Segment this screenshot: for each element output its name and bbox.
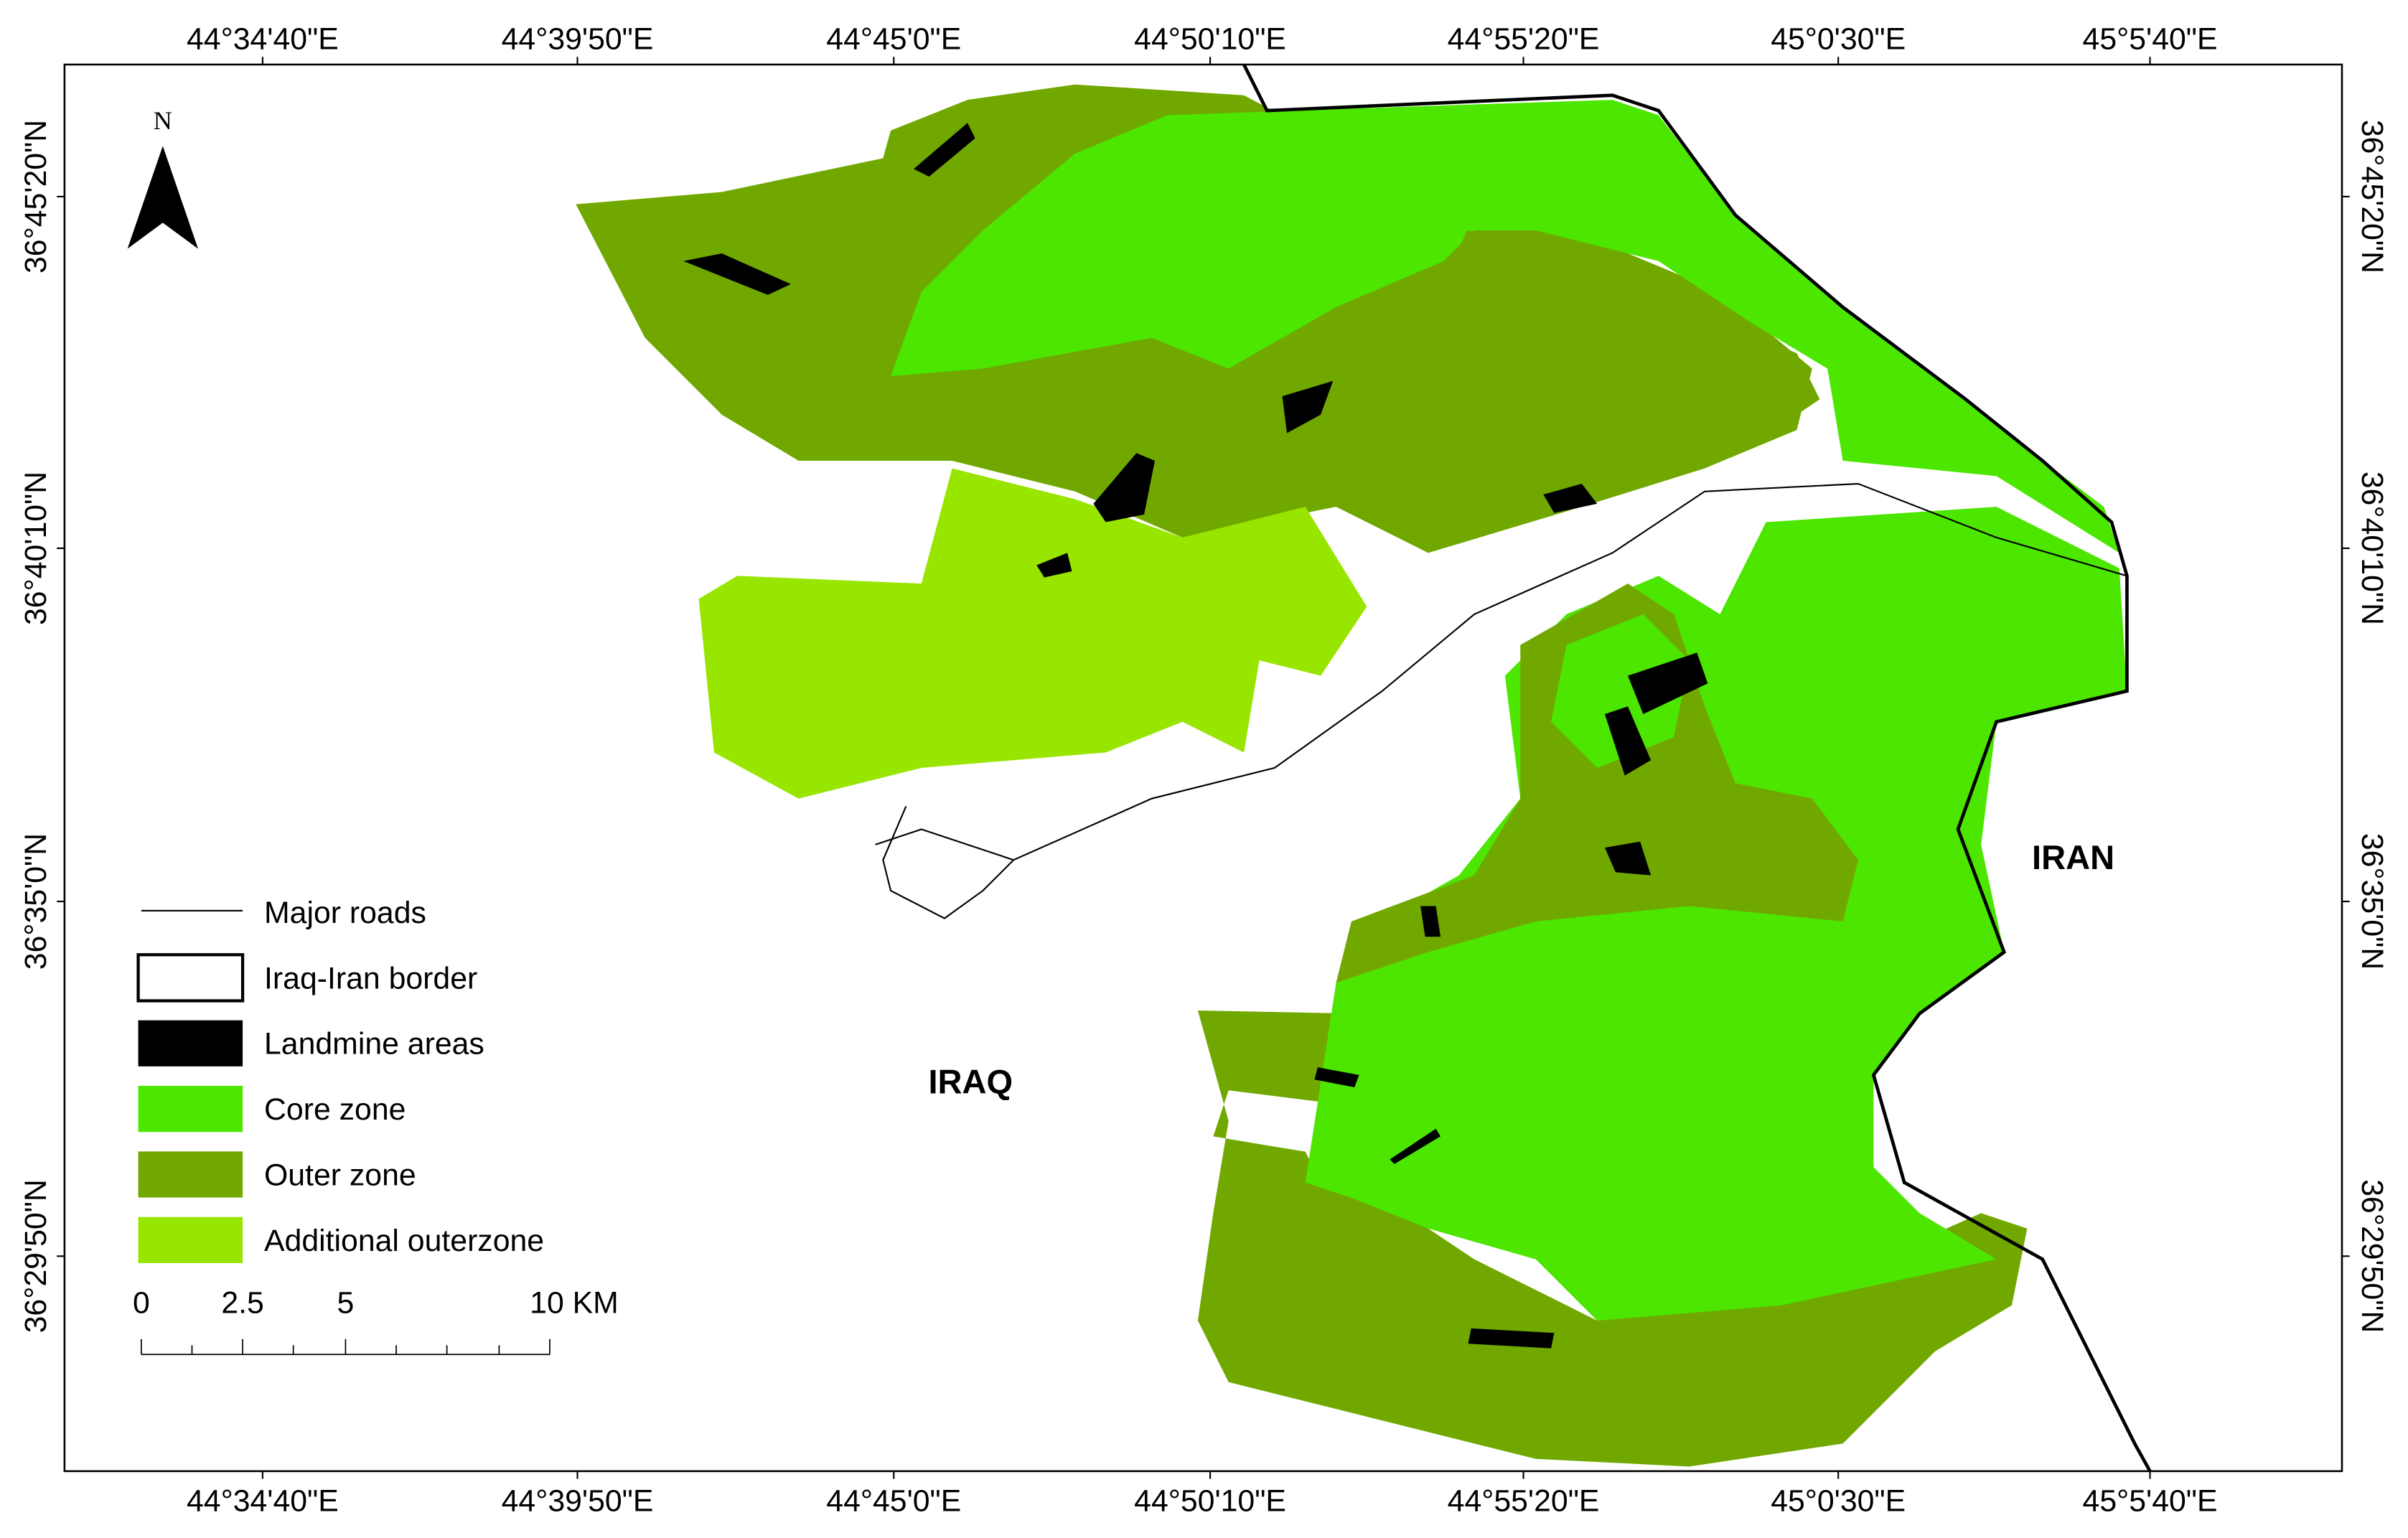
lon-label: 44°39'50"E: [502, 1483, 654, 1518]
legend-label: Landmine areas: [264, 1027, 484, 1061]
landmine-area: [1468, 1328, 1555, 1349]
legend-symbol: [138, 1020, 243, 1066]
landmine-area: [914, 123, 975, 177]
legend-symbol: [138, 1216, 243, 1263]
place-label: IRAN: [2032, 838, 2114, 876]
lon-label: 44°50'10"E: [1134, 22, 1286, 57]
lat-label: 36°40'10"N: [19, 472, 53, 625]
legend-label: Outer zone: [264, 1158, 416, 1192]
additional-outerzone: [698, 468, 1367, 799]
lon-label: 45°0'30"E: [1771, 22, 1906, 57]
core-zone: [891, 100, 2119, 553]
map-frame: [63, 63, 2343, 1473]
landmine-area: [1604, 841, 1652, 876]
lon-label: 44°34'40"E: [187, 22, 339, 57]
legend: Major roads Iraq-Iran border Landmine area…: [136, 896, 544, 1263]
core-zone: [1305, 507, 2127, 1321]
lon-label: 44°45'0"E: [826, 1483, 961, 1518]
lon-label: 44°39'50"E: [502, 22, 654, 57]
scale-bar: [140, 1338, 551, 1356]
landmine-area: [1420, 906, 1441, 937]
legend-label: Iraq-Iran border: [264, 961, 477, 995]
lon-label: 45°5'40"E: [2083, 22, 2218, 57]
lon-label: 44°45'0"E: [826, 22, 961, 57]
lat-label: 36°29'50"N: [19, 1179, 53, 1333]
landmines: [683, 123, 1708, 1349]
landmine-area: [1093, 453, 1156, 522]
outer-zone: [1197, 1010, 2028, 1467]
outer-zone: [1336, 583, 1858, 983]
outer-zone: [1259, 230, 1820, 492]
north-arrow: [127, 146, 199, 249]
landmine-area: [1628, 652, 1708, 715]
landmine-area: [1390, 1128, 1441, 1164]
landmine-area: [683, 253, 791, 295]
lon-label: 45°0'30"E: [1771, 1483, 1906, 1518]
scale-label: 0: [133, 1285, 150, 1320]
lat-label: 36°29'50"N: [2355, 1179, 2389, 1333]
lat-label: 36°40'10"N: [2355, 472, 2389, 625]
legend-label: Major roads: [264, 896, 426, 930]
lon-label: 44°34'40"E: [187, 1483, 339, 1518]
landmine-area: [1036, 553, 1072, 578]
north-label: N: [154, 106, 172, 135]
zones: [576, 84, 2127, 1467]
legend-symbol: [138, 1086, 243, 1133]
iraq-iran-border: [1242, 63, 2152, 1473]
scale-label: 10 KM: [530, 1285, 619, 1320]
lat-label: 36°35'0"N: [2355, 833, 2389, 970]
lon-label: 44°55'20"E: [1448, 1483, 1600, 1518]
scale-label: 5: [337, 1285, 355, 1320]
lon-label: 44°50'10"E: [1134, 1483, 1286, 1518]
place-label: IRAQ: [928, 1063, 1013, 1101]
landmine-area: [1543, 484, 1598, 513]
major-roads: [875, 482, 2127, 919]
lon-label: 44°55'20"E: [1448, 22, 1600, 57]
legend-symbol: [138, 1151, 243, 1198]
scale-ticks: [140, 1338, 551, 1355]
lon-label: 45°5'40"E: [2083, 1483, 2218, 1518]
core-zone: [1551, 614, 1690, 768]
lat-label: 36°45'20"N: [19, 120, 53, 273]
legend-symbol: [136, 953, 245, 1003]
landmine-area: [1604, 706, 1652, 776]
landmine-area: [1282, 380, 1334, 433]
scale-label: 2.5: [221, 1285, 263, 1320]
lat-label: 36°45'20"N: [2355, 120, 2389, 273]
legend-label: Core zone: [264, 1092, 406, 1127]
lat-label: 36°35'0"N: [19, 833, 53, 970]
legend-label: Additional outerzone: [264, 1224, 544, 1258]
coordinate-ticks: 44°34'40"E 44°34'40"E 44°39'50"E 44°39'50"E…: [19, 22, 2389, 1519]
landmine-area: [1314, 1067, 1359, 1087]
